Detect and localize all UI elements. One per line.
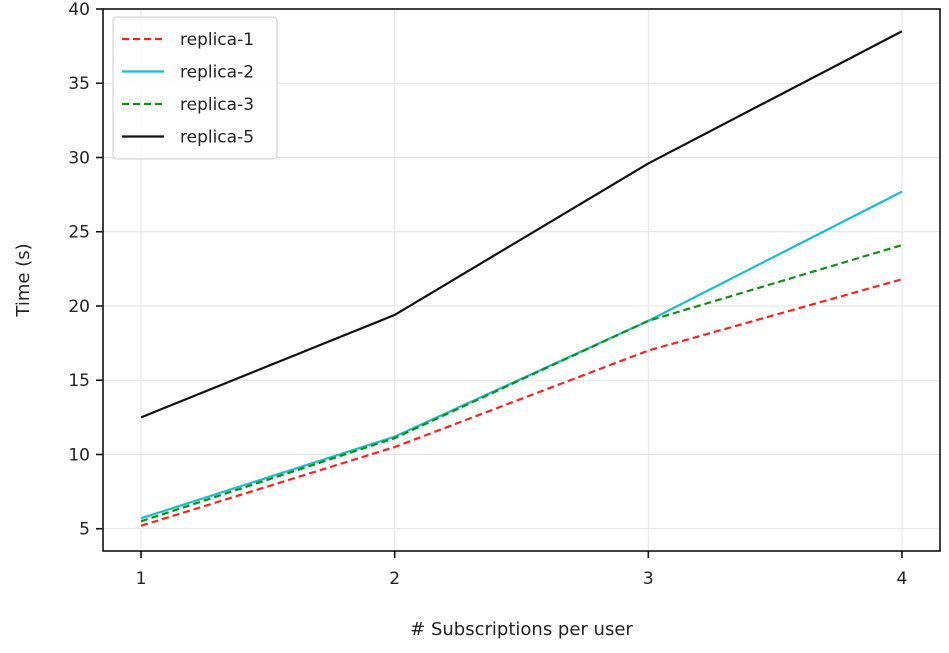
y-axis: 5 10 15 20 25 30 35 40 xyxy=(68,0,103,540)
x-axis: 1 2 3 4 xyxy=(136,551,908,589)
y-tick-label: 5 xyxy=(79,520,90,540)
series-line-replica-1 xyxy=(140,278,903,527)
legend-label: replica-2 xyxy=(180,63,254,83)
y-tick-label: 15 xyxy=(68,371,90,391)
legend-label: replica-1 xyxy=(180,30,254,50)
series-line-replica-3 xyxy=(140,244,903,523)
plot-frame xyxy=(102,8,941,552)
legend-label: replica-3 xyxy=(180,95,254,115)
x-tick-label: 2 xyxy=(389,569,400,589)
legend-label: replica-5 xyxy=(180,128,254,148)
y-tick-label: 25 xyxy=(68,223,90,243)
x-tick-label: 4 xyxy=(897,569,908,589)
x-tick-label: 1 xyxy=(136,569,147,589)
y-tick-label: 20 xyxy=(68,297,90,317)
y-tick-label: 30 xyxy=(68,148,90,168)
x-axis-label: # Subscriptions per user xyxy=(410,619,633,640)
legend: replica-1 replica-2 replica-3 replica-5 xyxy=(112,16,278,160)
series-line-replica-2 xyxy=(140,190,903,520)
y-tick-label: 40 xyxy=(68,0,90,20)
y-axis-label: Time (s) xyxy=(13,243,34,317)
series-line-replica-5 xyxy=(140,30,903,419)
y-tick-label: 10 xyxy=(68,445,90,465)
series-lines xyxy=(140,30,903,527)
legend-box xyxy=(112,16,278,160)
y-tick-label: 35 xyxy=(68,74,90,94)
x-tick-label: 3 xyxy=(643,569,654,589)
